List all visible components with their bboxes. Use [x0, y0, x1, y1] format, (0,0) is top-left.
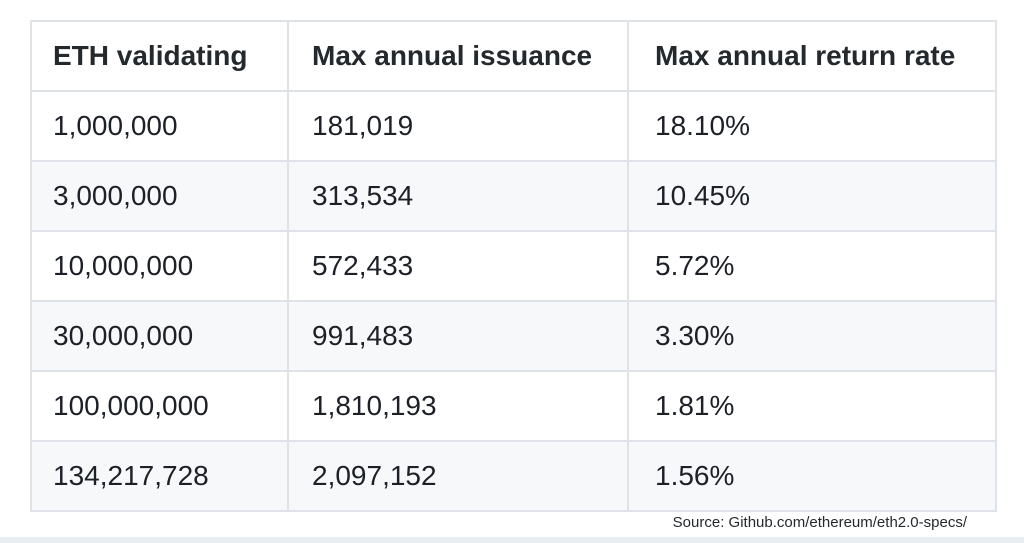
cell-max-annual-issuance: 1,810,193 [287, 370, 629, 442]
cell-eth-validating: 134,217,728 [30, 440, 289, 512]
table-row: 30,000,000 991,483 3.30% [30, 300, 997, 372]
cell-eth-validating: 100,000,000 [30, 370, 289, 442]
cell-max-annual-issuance: 991,483 [287, 300, 629, 372]
column-header-max-annual-return-rate: Max annual return rate [627, 20, 997, 92]
table-row: 1,000,000 181,019 18.10% [30, 90, 997, 162]
cell-max-annual-issuance: 2,097,152 [287, 440, 629, 512]
table-row: 10,000,000 572,433 5.72% [30, 230, 997, 302]
cell-max-annual-issuance: 181,019 [287, 90, 629, 162]
cell-max-annual-return-rate: 3.30% [627, 300, 997, 372]
bottom-strip [0, 537, 1024, 543]
table-row: 100,000,000 1,810,193 1.81% [30, 370, 997, 442]
eth-issuance-table: ETH validating Max annual issuance Max a… [30, 20, 997, 512]
cell-max-annual-return-rate: 1.81% [627, 370, 997, 442]
column-header-max-annual-issuance: Max annual issuance [287, 20, 629, 92]
cell-eth-validating: 30,000,000 [30, 300, 289, 372]
source-caption: Source: Github.com/ethereum/eth2.0-specs… [672, 514, 967, 531]
cell-max-annual-return-rate: 18.10% [627, 90, 997, 162]
cell-max-annual-issuance: 313,534 [287, 160, 629, 232]
cell-eth-validating: 1,000,000 [30, 90, 289, 162]
cell-max-annual-return-rate: 5.72% [627, 230, 997, 302]
cell-max-annual-issuance: 572,433 [287, 230, 629, 302]
table-header-row: ETH validating Max annual issuance Max a… [30, 20, 997, 92]
column-header-eth-validating: ETH validating [30, 20, 289, 92]
cell-eth-validating: 10,000,000 [30, 230, 289, 302]
table-row: 3,000,000 313,534 10.45% [30, 160, 997, 232]
cell-max-annual-return-rate: 1.56% [627, 440, 997, 512]
cell-max-annual-return-rate: 10.45% [627, 160, 997, 232]
cell-eth-validating: 3,000,000 [30, 160, 289, 232]
table-row: 134,217,728 2,097,152 1.56% [30, 440, 997, 512]
